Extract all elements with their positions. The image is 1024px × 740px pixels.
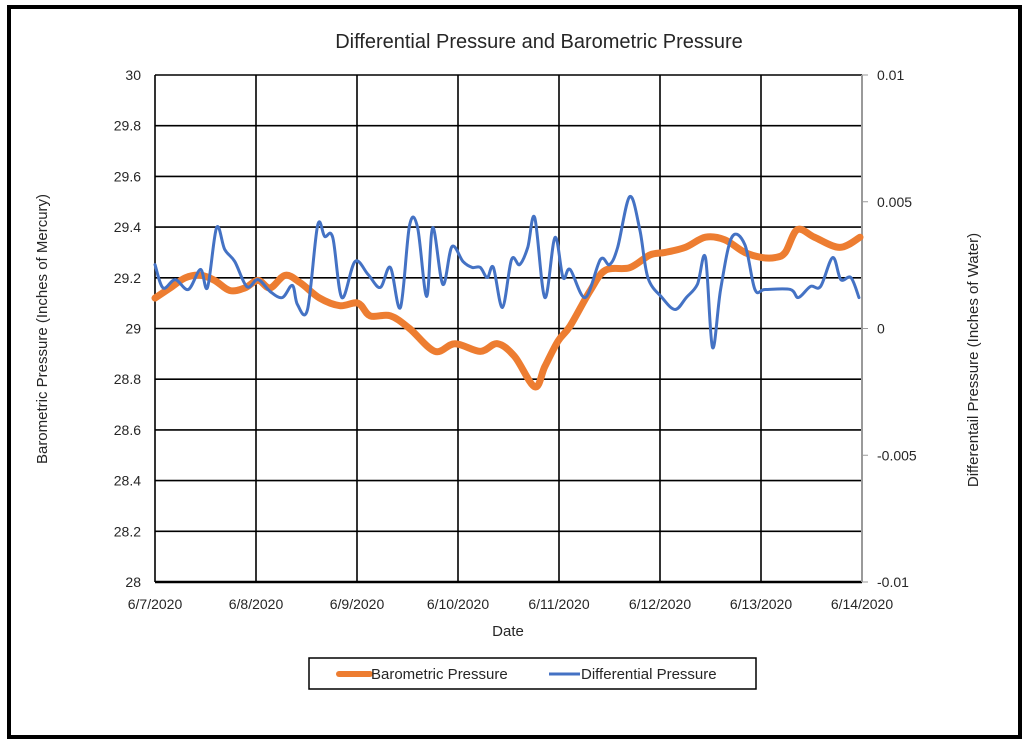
x-axis-label: Date — [492, 623, 524, 640]
chart-frame — [7, 5, 1022, 739]
y-tick-label: 29.6 — [114, 168, 141, 184]
series-line-differential — [153, 195, 861, 350]
x-axis: 6/7/2020 6/8/2020 6/9/2020 6/10/2020 6/11/20… — [128, 596, 894, 612]
x-tick-label: 6/11/2020 — [528, 596, 589, 612]
y-axis-label: Barometric Pressure (Inches of Mercury) — [34, 194, 51, 464]
y2-tick-label: 0.01 — [877, 67, 904, 83]
x-tick-label: 6/7/2020 — [128, 596, 183, 612]
y-tick-label: 29.4 — [114, 219, 141, 235]
chart-title: Differential Pressure and Barometric Pre… — [335, 31, 743, 53]
y-axis-right: -0.01 -0.005 0 0.005 0.01 — [862, 67, 917, 590]
legend-label-barometric: Barometric Pressure — [371, 666, 508, 683]
y2-tick-label: 0.005 — [877, 194, 912, 210]
y2-tick-label: 0 — [877, 321, 885, 337]
y-tick-label: 28.4 — [114, 473, 141, 489]
x-tick-label: 6/12/2020 — [629, 596, 691, 612]
y-axis-left: 28 28.2 28.4 28.6 28.8 29 29.2 29.4 29.6 29.8 30 — [114, 67, 141, 590]
y2-tick-label: -0.01 — [877, 574, 909, 590]
y-tick-label: 29.2 — [114, 270, 141, 286]
legend-label-differential: Differential Pressure — [581, 666, 717, 683]
legend-box — [308, 657, 757, 690]
x-tick-label: 6/13/2020 — [730, 596, 792, 612]
y-tick-label: 30 — [125, 67, 141, 83]
series-line-barometric — [151, 225, 864, 391]
y-tick-label: 28.6 — [114, 422, 141, 438]
x-tick-label: 6/8/2020 — [229, 596, 284, 612]
grid — [154, 74, 863, 584]
y-tick-label: 28 — [125, 574, 141, 590]
y-tick-label: 28.8 — [114, 371, 141, 387]
x-tick-label: 6/10/2020 — [427, 596, 489, 612]
x-tick-label: 6/14/2020 — [831, 596, 893, 612]
legend: Barometric Pressure Differential Pressur… — [308, 657, 757, 690]
y-tick-label: 29.8 — [114, 118, 141, 134]
y-tick-label: 28.2 — [114, 523, 141, 539]
x-tick-label: 6/9/2020 — [330, 596, 385, 612]
y2-tick-label: -0.005 — [877, 447, 917, 463]
y2-axis-label: Differentail Pressure (Inches of Water) — [965, 233, 982, 487]
y-tick-label: 29 — [125, 321, 141, 337]
series-group — [151, 195, 864, 391]
